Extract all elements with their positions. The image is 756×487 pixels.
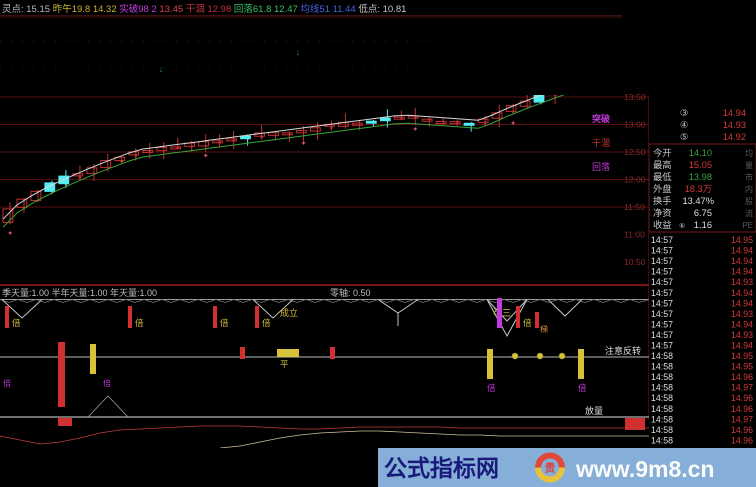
svg-text:14.94: 14.94 bbox=[723, 108, 746, 118]
svg-text:14:57: 14:57 bbox=[651, 298, 673, 308]
svg-text:13:00: 13:00 bbox=[624, 120, 646, 130]
svg-text:倍: 倍 bbox=[103, 378, 111, 388]
svg-text:14.96: 14.96 bbox=[731, 372, 753, 382]
svg-text:市: 市 bbox=[745, 172, 753, 182]
svg-text:14.96: 14.96 bbox=[731, 436, 753, 446]
svg-text:倍: 倍 bbox=[262, 318, 271, 328]
svg-text:最高: 最高 bbox=[653, 159, 672, 170]
svg-text:14:58: 14:58 bbox=[651, 436, 673, 446]
svg-text:14.96: 14.96 bbox=[731, 404, 753, 414]
svg-text:收益: 收益 bbox=[653, 219, 672, 230]
svg-text:倍: 倍 bbox=[578, 383, 587, 393]
svg-text:股: 股 bbox=[745, 197, 753, 206]
svg-text:贵: 贵 bbox=[545, 461, 556, 475]
svg-text:11:00: 11:00 bbox=[624, 230, 645, 240]
svg-text:倍: 倍 bbox=[523, 318, 532, 328]
svg-text:1.16: 1.16 bbox=[694, 220, 712, 230]
svg-text:14:57: 14:57 bbox=[651, 309, 673, 319]
svg-text:倍: 倍 bbox=[487, 383, 496, 393]
svg-text:15.05: 15.05 bbox=[689, 160, 712, 170]
svg-text:外盘: 外盘 bbox=[653, 183, 672, 194]
svg-text:14.97: 14.97 bbox=[731, 383, 753, 393]
svg-text:内: 内 bbox=[745, 184, 753, 194]
svg-text:www.9m8.cn: www.9m8.cn bbox=[575, 456, 714, 482]
svg-text:✦: ✦ bbox=[510, 119, 516, 127]
svg-text:14:57: 14:57 bbox=[651, 330, 673, 340]
svg-text:净资: 净资 bbox=[653, 207, 672, 218]
svg-text:10:50: 10:50 bbox=[624, 257, 646, 267]
svg-text:流: 流 bbox=[745, 208, 753, 218]
svg-text:14:58: 14:58 bbox=[651, 362, 673, 372]
svg-text:14.93: 14.93 bbox=[731, 309, 753, 319]
svg-text:④: ④ bbox=[680, 120, 688, 130]
svg-text:14:58: 14:58 bbox=[651, 404, 673, 414]
svg-text:14.93: 14.93 bbox=[731, 330, 753, 340]
svg-text:14:57: 14:57 bbox=[651, 341, 673, 351]
svg-text:平: 平 bbox=[280, 359, 289, 369]
svg-text:14.94: 14.94 bbox=[731, 319, 753, 329]
svg-text:✦: ✦ bbox=[7, 230, 13, 238]
svg-text:14.94: 14.94 bbox=[731, 267, 753, 277]
svg-text:14:57: 14:57 bbox=[651, 235, 673, 245]
svg-text:倍: 倍 bbox=[12, 318, 21, 328]
svg-text:14:57: 14:57 bbox=[651, 246, 673, 256]
svg-text:6.75: 6.75 bbox=[694, 208, 712, 218]
svg-text:最低: 最低 bbox=[653, 171, 672, 182]
svg-text:14.95: 14.95 bbox=[731, 235, 753, 245]
svg-text:14:57: 14:57 bbox=[651, 256, 673, 266]
svg-text:14.92: 14.92 bbox=[723, 132, 746, 142]
svg-text:换手: 换手 bbox=[653, 195, 672, 206]
svg-text:⑤: ⑤ bbox=[680, 132, 688, 142]
svg-text:14:58: 14:58 bbox=[651, 414, 673, 424]
svg-text:14.94: 14.94 bbox=[731, 341, 753, 351]
svg-text:14.93: 14.93 bbox=[723, 120, 746, 130]
svg-text:14.97: 14.97 bbox=[731, 414, 753, 424]
svg-text:14:58: 14:58 bbox=[651, 351, 673, 361]
svg-text:12:00: 12:00 bbox=[624, 175, 646, 185]
svg-text:13:50: 13:50 bbox=[624, 92, 646, 102]
svg-text:12:50: 12:50 bbox=[624, 147, 646, 157]
svg-text:14.94: 14.94 bbox=[731, 246, 753, 256]
svg-text:14.96: 14.96 bbox=[731, 425, 753, 435]
svg-text:14:57: 14:57 bbox=[651, 288, 673, 298]
svg-text:11:50: 11:50 bbox=[624, 202, 645, 212]
svg-text:14:58: 14:58 bbox=[651, 393, 673, 403]
svg-text:14:58: 14:58 bbox=[651, 425, 673, 435]
svg-text:14:58: 14:58 bbox=[651, 383, 673, 393]
svg-text:✦: ✦ bbox=[412, 126, 418, 134]
svg-text:14:57: 14:57 bbox=[651, 277, 673, 287]
svg-text:14.94: 14.94 bbox=[731, 298, 753, 308]
svg-text:14.95: 14.95 bbox=[731, 362, 753, 372]
svg-text:14.10: 14.10 bbox=[689, 148, 712, 158]
svg-text:倍: 倍 bbox=[3, 378, 11, 388]
svg-text:⑥: ⑥ bbox=[679, 222, 685, 230]
svg-text:量: 量 bbox=[745, 161, 753, 170]
svg-text:✦: ✦ bbox=[301, 139, 307, 147]
svg-text:14.94: 14.94 bbox=[731, 256, 753, 266]
svg-text:PE: PE bbox=[742, 221, 753, 230]
svg-text:18.3万: 18.3万 bbox=[685, 184, 712, 194]
svg-text:13.47%: 13.47% bbox=[682, 196, 714, 206]
svg-text:公式指标网: 公式指标网 bbox=[384, 455, 499, 481]
svg-text:14.96: 14.96 bbox=[731, 393, 753, 403]
svg-text:14.94: 14.94 bbox=[731, 288, 753, 298]
svg-text:梯: 梯 bbox=[540, 324, 548, 334]
svg-text:今开: 今开 bbox=[653, 147, 672, 158]
svg-text:14:57: 14:57 bbox=[651, 319, 673, 329]
svg-text:14:57: 14:57 bbox=[651, 267, 673, 277]
svg-text:14.93: 14.93 bbox=[731, 277, 753, 287]
svg-text:③: ③ bbox=[680, 108, 688, 118]
svg-text:注意反转: 注意反转 bbox=[605, 345, 641, 356]
svg-text:13.98: 13.98 bbox=[689, 172, 712, 182]
svg-text:倍: 倍 bbox=[135, 318, 144, 328]
svg-text:14.95: 14.95 bbox=[731, 351, 753, 361]
svg-text:倍: 倍 bbox=[220, 318, 229, 328]
svg-text:✦: ✦ bbox=[203, 152, 209, 160]
svg-text:均: 均 bbox=[745, 148, 753, 158]
svg-text:放量: 放量 bbox=[585, 405, 603, 416]
svg-text:14:58: 14:58 bbox=[651, 372, 673, 382]
